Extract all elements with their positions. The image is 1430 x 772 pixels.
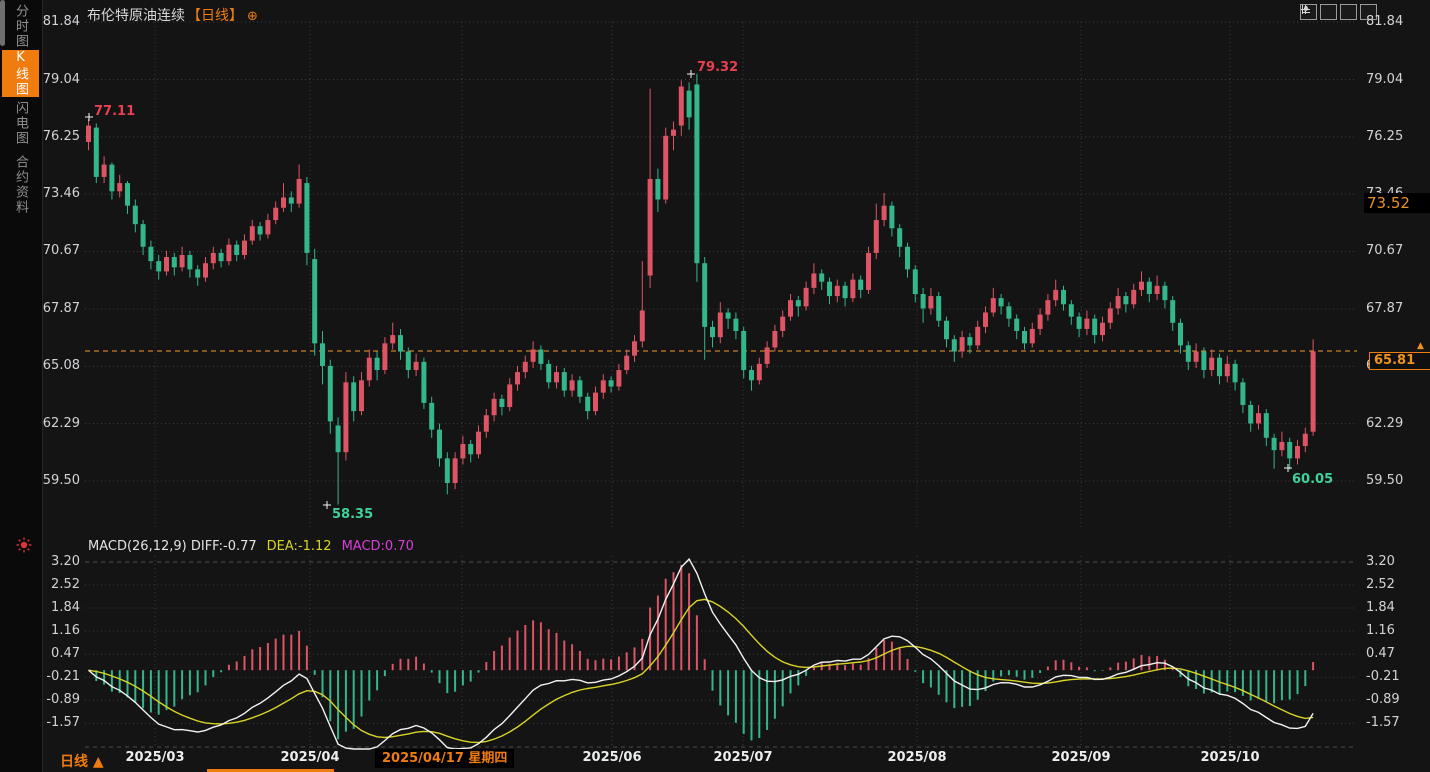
macd-axis-tick: 1.84: [1366, 599, 1395, 615]
price-axis-tick: 70.67: [1366, 243, 1404, 259]
price-axis-tick: 70.67: [42, 243, 80, 259]
axis-play-icon[interactable]: [1302, 4, 1357, 20]
macd-axis-tick: -0.89: [1366, 692, 1400, 708]
macd-value: MACD:0.70: [341, 539, 414, 554]
price-axis-tick: 62.29: [42, 415, 80, 431]
macd-axis-tick: 0.47: [51, 646, 80, 662]
macd-axis-tick: -1.57: [46, 715, 80, 731]
price-axis-tick: 79.04: [42, 71, 80, 87]
date-axis-label: 2025/06: [582, 750, 642, 765]
axis-up-icon[interactable]: [1302, 4, 1337, 20]
date-axis-label: 2025/07: [713, 750, 773, 765]
price-axis-tick: 76.25: [42, 128, 80, 144]
chart-title: 布伦特原油连续 【日线】 ⊕: [87, 5, 258, 25]
price-axis-tick: 65.08: [42, 358, 80, 374]
macd-axis-tick: 3.20: [51, 553, 80, 569]
macd-axis-tick: 2.52: [1366, 576, 1395, 592]
sidebar-item-flash-chart[interactable]: 闪电图: [13, 101, 28, 146]
price-axis-tick: 79.04: [1366, 71, 1404, 87]
macd-axis-tick: 1.16: [1366, 622, 1395, 638]
dea-value: DEA:-1.12: [266, 539, 332, 554]
price-axis-tick: 67.87: [1366, 301, 1404, 316]
price-axis-tick: 62.29: [1366, 415, 1404, 431]
macd-axis-tick: -0.21: [46, 669, 80, 685]
price-axis-tick: 73.46: [42, 186, 80, 202]
annotation-period-high: 79.32: [697, 60, 739, 75]
macd-axis-tick: 3.20: [1366, 553, 1395, 569]
exit-right-icon[interactable]: [1302, 4, 1377, 20]
macd-axis-tick: -0.89: [46, 692, 80, 708]
date-axis-label: 2025/09: [1051, 750, 1111, 765]
macd-axis-tick: 1.16: [51, 622, 80, 638]
price-axis-tick: 67.87: [42, 301, 80, 316]
price-axis-tick: 81.84: [1366, 14, 1404, 29]
instrument-name: 布伦特原油连续: [87, 8, 185, 24]
settings-icon[interactable]: ⊕: [247, 9, 258, 24]
price-tag-7352: 73.52: [1364, 193, 1430, 213]
macd-name-diff-value: MACD(26,12,9) DIFF:-0.77: [88, 539, 257, 554]
visible-range-indicator[interactable]: [207, 769, 334, 772]
macd-axis-tick: -1.57: [1366, 715, 1400, 731]
scroll-sliver: [0, 0, 5, 46]
annotation-period-low: 58.35: [332, 507, 374, 522]
date-axis-label: 2025/03: [125, 750, 185, 765]
annotation-start-high: 77.11: [94, 104, 136, 119]
macd-indicator-header[interactable]: MACD(26,12,9) DIFF:-0.77 DEA:-1.12 MACD:0.…: [88, 539, 414, 554]
macd-axis-tick: -0.21: [1366, 669, 1400, 685]
annotation-recent-low: 60.05: [1292, 472, 1334, 487]
price-axis-tick: 81.84: [42, 14, 80, 29]
price-axis-tick: 59.50: [1366, 472, 1404, 488]
sidebar-item-time-chart[interactable]: 分时图: [13, 3, 28, 49]
price-axis-tick: 76.25: [1366, 128, 1404, 144]
period-selector-button[interactable]: 日线 ▲: [60, 754, 104, 770]
sidebar-item-contract-info[interactable]: 合约资料: [13, 155, 28, 215]
date-axis-label: 2025/04: [280, 750, 340, 765]
selected-date-label: 2025/04/17 星期四: [375, 749, 515, 768]
price-axis-tick: 59.50: [42, 472, 80, 488]
chart-type-sidebar: 分时图 K线图 闪电图 合约资料: [0, 0, 43, 772]
date-axis-label: 2025/10: [1200, 750, 1260, 765]
macd-axis-tick: 0.47: [1366, 646, 1395, 662]
period-tag: 【日线】: [187, 8, 243, 24]
macd-axis-tick: 1.84: [51, 599, 80, 615]
chart-toolbar: [1300, 4, 1377, 20]
current-price-tag: 65.81: [1369, 352, 1430, 370]
current-price-arrow-icon: ▲: [1417, 341, 1424, 351]
sidebar-item-kline-chart[interactable]: K线图: [2, 50, 39, 97]
macd-axis-tick: 2.52: [51, 576, 80, 592]
date-axis-label: 2025/08: [887, 750, 947, 765]
